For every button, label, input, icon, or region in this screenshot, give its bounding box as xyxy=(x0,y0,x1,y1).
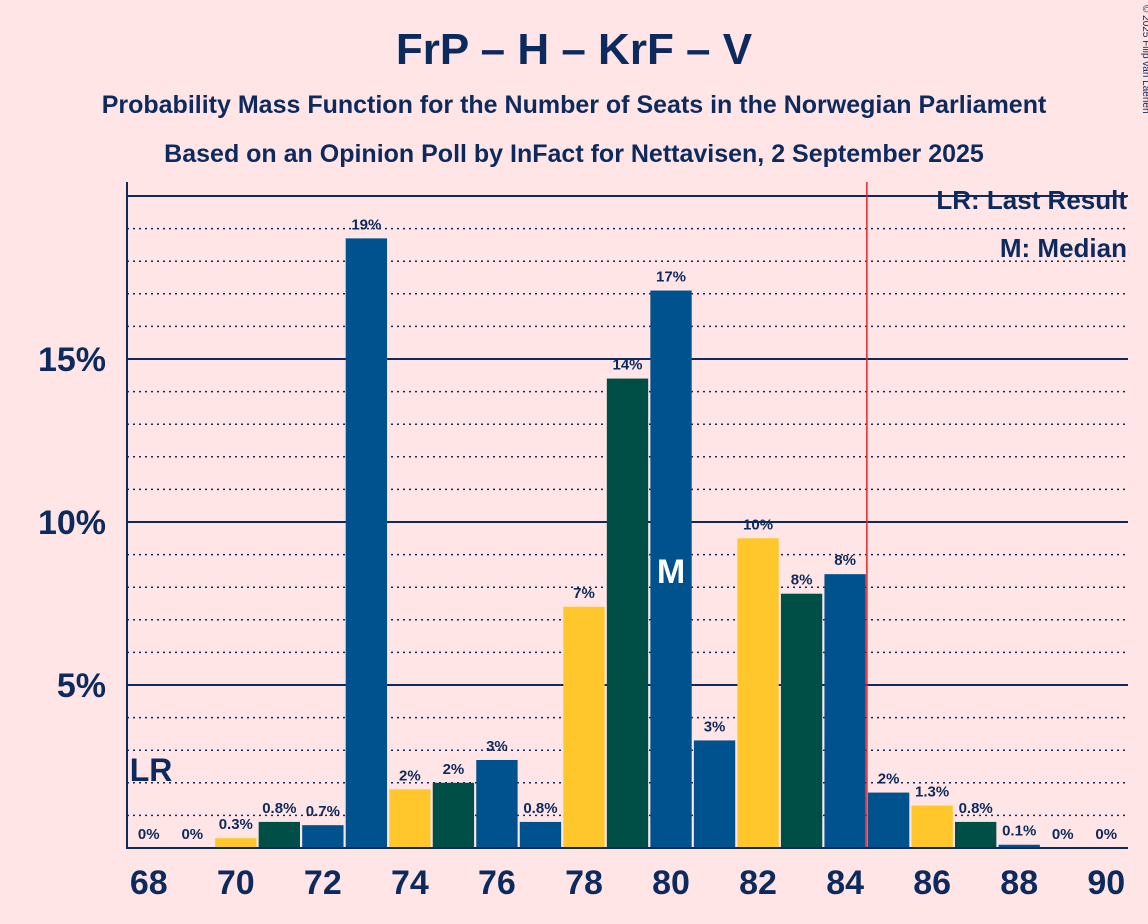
y-tick-label: 15% xyxy=(38,341,106,379)
bar-label-77: 0.8% xyxy=(523,800,557,817)
bar-label-76: 3% xyxy=(486,738,508,755)
chart-subtitle-2: Based on an Opinion Poll by InFact for N… xyxy=(164,140,984,168)
bar-label-73: 19% xyxy=(351,216,381,233)
bar-76 xyxy=(476,759,518,848)
chart-subtitle-1: Probability Mass Function for the Number… xyxy=(102,91,1047,119)
last-result-marker: LR xyxy=(130,752,173,788)
bar-value-labels: 0% 0% 0.3% 0.8% 0.7% 19% 2% 2% 3% 0.8% 7% 14% 17% 3% 1… xyxy=(138,216,1117,843)
bar-label-71: 0.8% xyxy=(262,800,296,817)
bar-label-75: 2% xyxy=(443,761,465,778)
bar-81 xyxy=(693,740,736,848)
x-tick-label: 86 xyxy=(913,864,951,902)
gridlines xyxy=(127,195,1128,817)
bar-label-78: 7% xyxy=(573,585,595,602)
legend-last-result: LR: Last Result xyxy=(936,185,1127,215)
bar-label-80: 17% xyxy=(656,269,686,286)
bar-label-69: 0% xyxy=(181,826,203,843)
bar-82 xyxy=(737,538,779,848)
x-tick-label: 84 xyxy=(826,864,864,902)
bar-label-84: 8% xyxy=(834,552,856,569)
bar-label-72: 0.7% xyxy=(306,803,340,820)
bar-79 xyxy=(606,378,649,848)
bar-label-89: 0% xyxy=(1052,826,1074,843)
bars xyxy=(215,238,1040,848)
bar-71 xyxy=(258,821,300,848)
chart-title: FrP – H – KrF – V xyxy=(396,25,753,74)
x-tick-labels: 68 70 72 74 76 78 80 82 84 86 88 90 xyxy=(130,864,1125,902)
bar-80 xyxy=(650,290,692,848)
bar-70 xyxy=(215,838,257,848)
bar-83 xyxy=(780,593,823,848)
bar-label-68: 0% xyxy=(138,826,160,843)
x-tick-label: 76 xyxy=(478,864,516,902)
bar-label-70: 0.3% xyxy=(219,816,253,833)
x-tick-label: 80 xyxy=(652,864,690,902)
legend-median: M: Median xyxy=(1000,233,1127,263)
bar-74 xyxy=(389,789,431,848)
bar-84 xyxy=(824,574,866,848)
bar-label-81: 3% xyxy=(704,718,726,735)
x-tick-label: 68 xyxy=(130,864,168,902)
bar-86 xyxy=(911,805,953,848)
markers: M LR xyxy=(130,553,685,788)
median-marker: M xyxy=(657,553,685,591)
y-tick-label: 10% xyxy=(38,504,106,542)
x-tick-label: 78 xyxy=(565,864,603,902)
x-tick-label: 82 xyxy=(739,864,777,902)
x-tick-label: 72 xyxy=(304,864,342,902)
bar-77 xyxy=(519,821,562,848)
bar-label-82: 10% xyxy=(743,516,773,533)
bar-label-90: 0% xyxy=(1095,826,1117,843)
bar-85 xyxy=(867,792,910,848)
x-tick-label: 74 xyxy=(391,864,429,902)
bar-72 xyxy=(302,825,344,848)
bar-label-86: 1.3% xyxy=(915,784,949,801)
y-tick-labels: 5% 10% 15% xyxy=(38,341,106,705)
bar-label-79: 14% xyxy=(612,357,642,374)
x-tick-label: 90 xyxy=(1087,864,1125,902)
bar-87 xyxy=(955,821,997,848)
bar-88 xyxy=(998,844,1040,848)
axes xyxy=(126,182,1128,849)
bar-78 xyxy=(563,606,605,848)
x-tick-label: 70 xyxy=(217,864,255,902)
bar-label-88: 0.1% xyxy=(1002,823,1036,840)
bar-label-74: 2% xyxy=(399,767,421,784)
bar-label-85: 2% xyxy=(878,771,900,788)
bar-label-83: 8% xyxy=(791,572,813,589)
bar-75 xyxy=(432,782,475,848)
y-tick-label: 5% xyxy=(57,667,106,705)
copyright-notice: © 2025 Filip van Laenen xyxy=(1140,5,1148,114)
x-tick-label: 88 xyxy=(1000,864,1038,902)
bar-label-87: 0.8% xyxy=(959,800,993,817)
bar-73 xyxy=(345,238,388,848)
